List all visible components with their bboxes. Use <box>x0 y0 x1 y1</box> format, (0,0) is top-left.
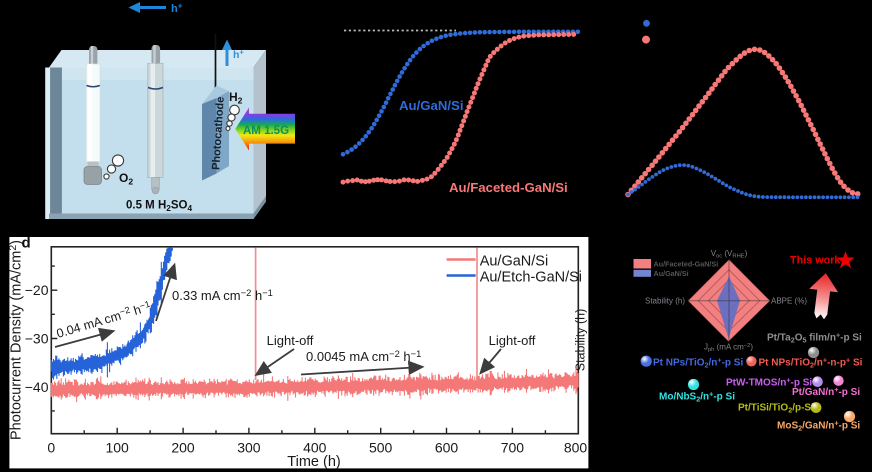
svg-text:600: 600 <box>435 440 459 456</box>
svg-text:Pt/GaN/n+-p Si: Pt/GaN/n+-p Si <box>792 385 860 398</box>
svg-text:500: 500 <box>369 440 393 456</box>
svg-text:Au/GaN/Si: Au/GaN/Si <box>399 98 463 113</box>
svg-text:Light-off: Light-off <box>267 333 314 348</box>
svg-text:Voc (VRHE): Voc (VRHE) <box>711 249 748 260</box>
svg-text:0.5 M H2SO4: 0.5 M H2SO4 <box>126 200 193 213</box>
svg-text:Pt/TiSi/TiO2/p-Si: Pt/TiSi/TiO2/p-Si <box>738 403 814 415</box>
svg-text:400: 400 <box>303 440 327 456</box>
svg-text:Pt/Ta2O5 film/n+-p Si: Pt/Ta2O5 film/n+-p Si <box>767 330 862 344</box>
svg-text:0.0045 mA cm−2 h−1: 0.0045 mA cm−2 h−1 <box>306 348 421 364</box>
svg-text:d: d <box>22 235 31 252</box>
svg-text:Stability (h): Stability (h) <box>574 309 588 372</box>
svg-text:h+: h+ <box>171 2 183 16</box>
svg-text:Time (h): Time (h) <box>287 454 340 470</box>
svg-text:Light-off: Light-off <box>489 333 536 348</box>
svg-text:800: 800 <box>564 440 588 456</box>
svg-text:Stability (h): Stability (h) <box>645 297 685 306</box>
svg-text:MoS2/GaN/n+-p Si: MoS2/GaN/n+-p Si <box>777 418 860 432</box>
svg-text:PtW-TMOS/n+-p Si: PtW-TMOS/n+-p Si <box>726 375 812 388</box>
svg-text:This work: This work <box>790 255 841 267</box>
svg-text:Jph (mA cm−2): Jph (mA cm−2) <box>704 343 753 354</box>
svg-text:−20: −20 <box>25 282 49 298</box>
svg-text:Au/Faceted-GaN/Si: Au/Faceted-GaN/Si <box>654 260 719 269</box>
svg-text:Au/Faceted-GaN/Si: Au/Faceted-GaN/Si <box>449 180 568 195</box>
svg-text:−40: −40 <box>25 379 49 395</box>
svg-text:Au/GaN/Si: Au/GaN/Si <box>654 269 689 278</box>
svg-text:Au/Etch-GaN/Si: Au/Etch-GaN/Si <box>480 269 582 285</box>
svg-text:h+: h+ <box>233 48 244 61</box>
svg-text:O2: O2 <box>119 171 133 186</box>
svg-text:Pt NPs/TiO2/n+-n-p+ Si: Pt NPs/TiO2/n+-n-p+ Si <box>759 355 863 369</box>
svg-text:ABPE (%): ABPE (%) <box>771 297 807 306</box>
svg-text:Photocathode: Photocathode <box>210 96 226 170</box>
svg-text:Mo/NbS2/n+-p Si: Mo/NbS2/n+-p Si <box>659 389 735 403</box>
svg-text:H2: H2 <box>229 90 243 105</box>
svg-text:0: 0 <box>47 440 55 456</box>
svg-text:Pt NPs/TiO2/n+-p Si: Pt NPs/TiO2/n+-p Si <box>653 355 743 369</box>
svg-text:AM 1.5G: AM 1.5G <box>243 125 289 137</box>
svg-text:Au/GaN/Si: Au/GaN/Si <box>480 253 549 269</box>
svg-text:700: 700 <box>501 440 525 456</box>
svg-text:100: 100 <box>105 440 129 456</box>
svg-text:200: 200 <box>171 440 195 456</box>
svg-text:0.33 mA cm−2 h−1: 0.33 mA cm−2 h−1 <box>172 287 273 303</box>
svg-text:−30: −30 <box>25 331 49 347</box>
svg-text:300: 300 <box>237 440 261 456</box>
svg-text:Photocurrent Density (mA/cm2): Photocurrent Density (mA/cm2) <box>8 240 25 440</box>
